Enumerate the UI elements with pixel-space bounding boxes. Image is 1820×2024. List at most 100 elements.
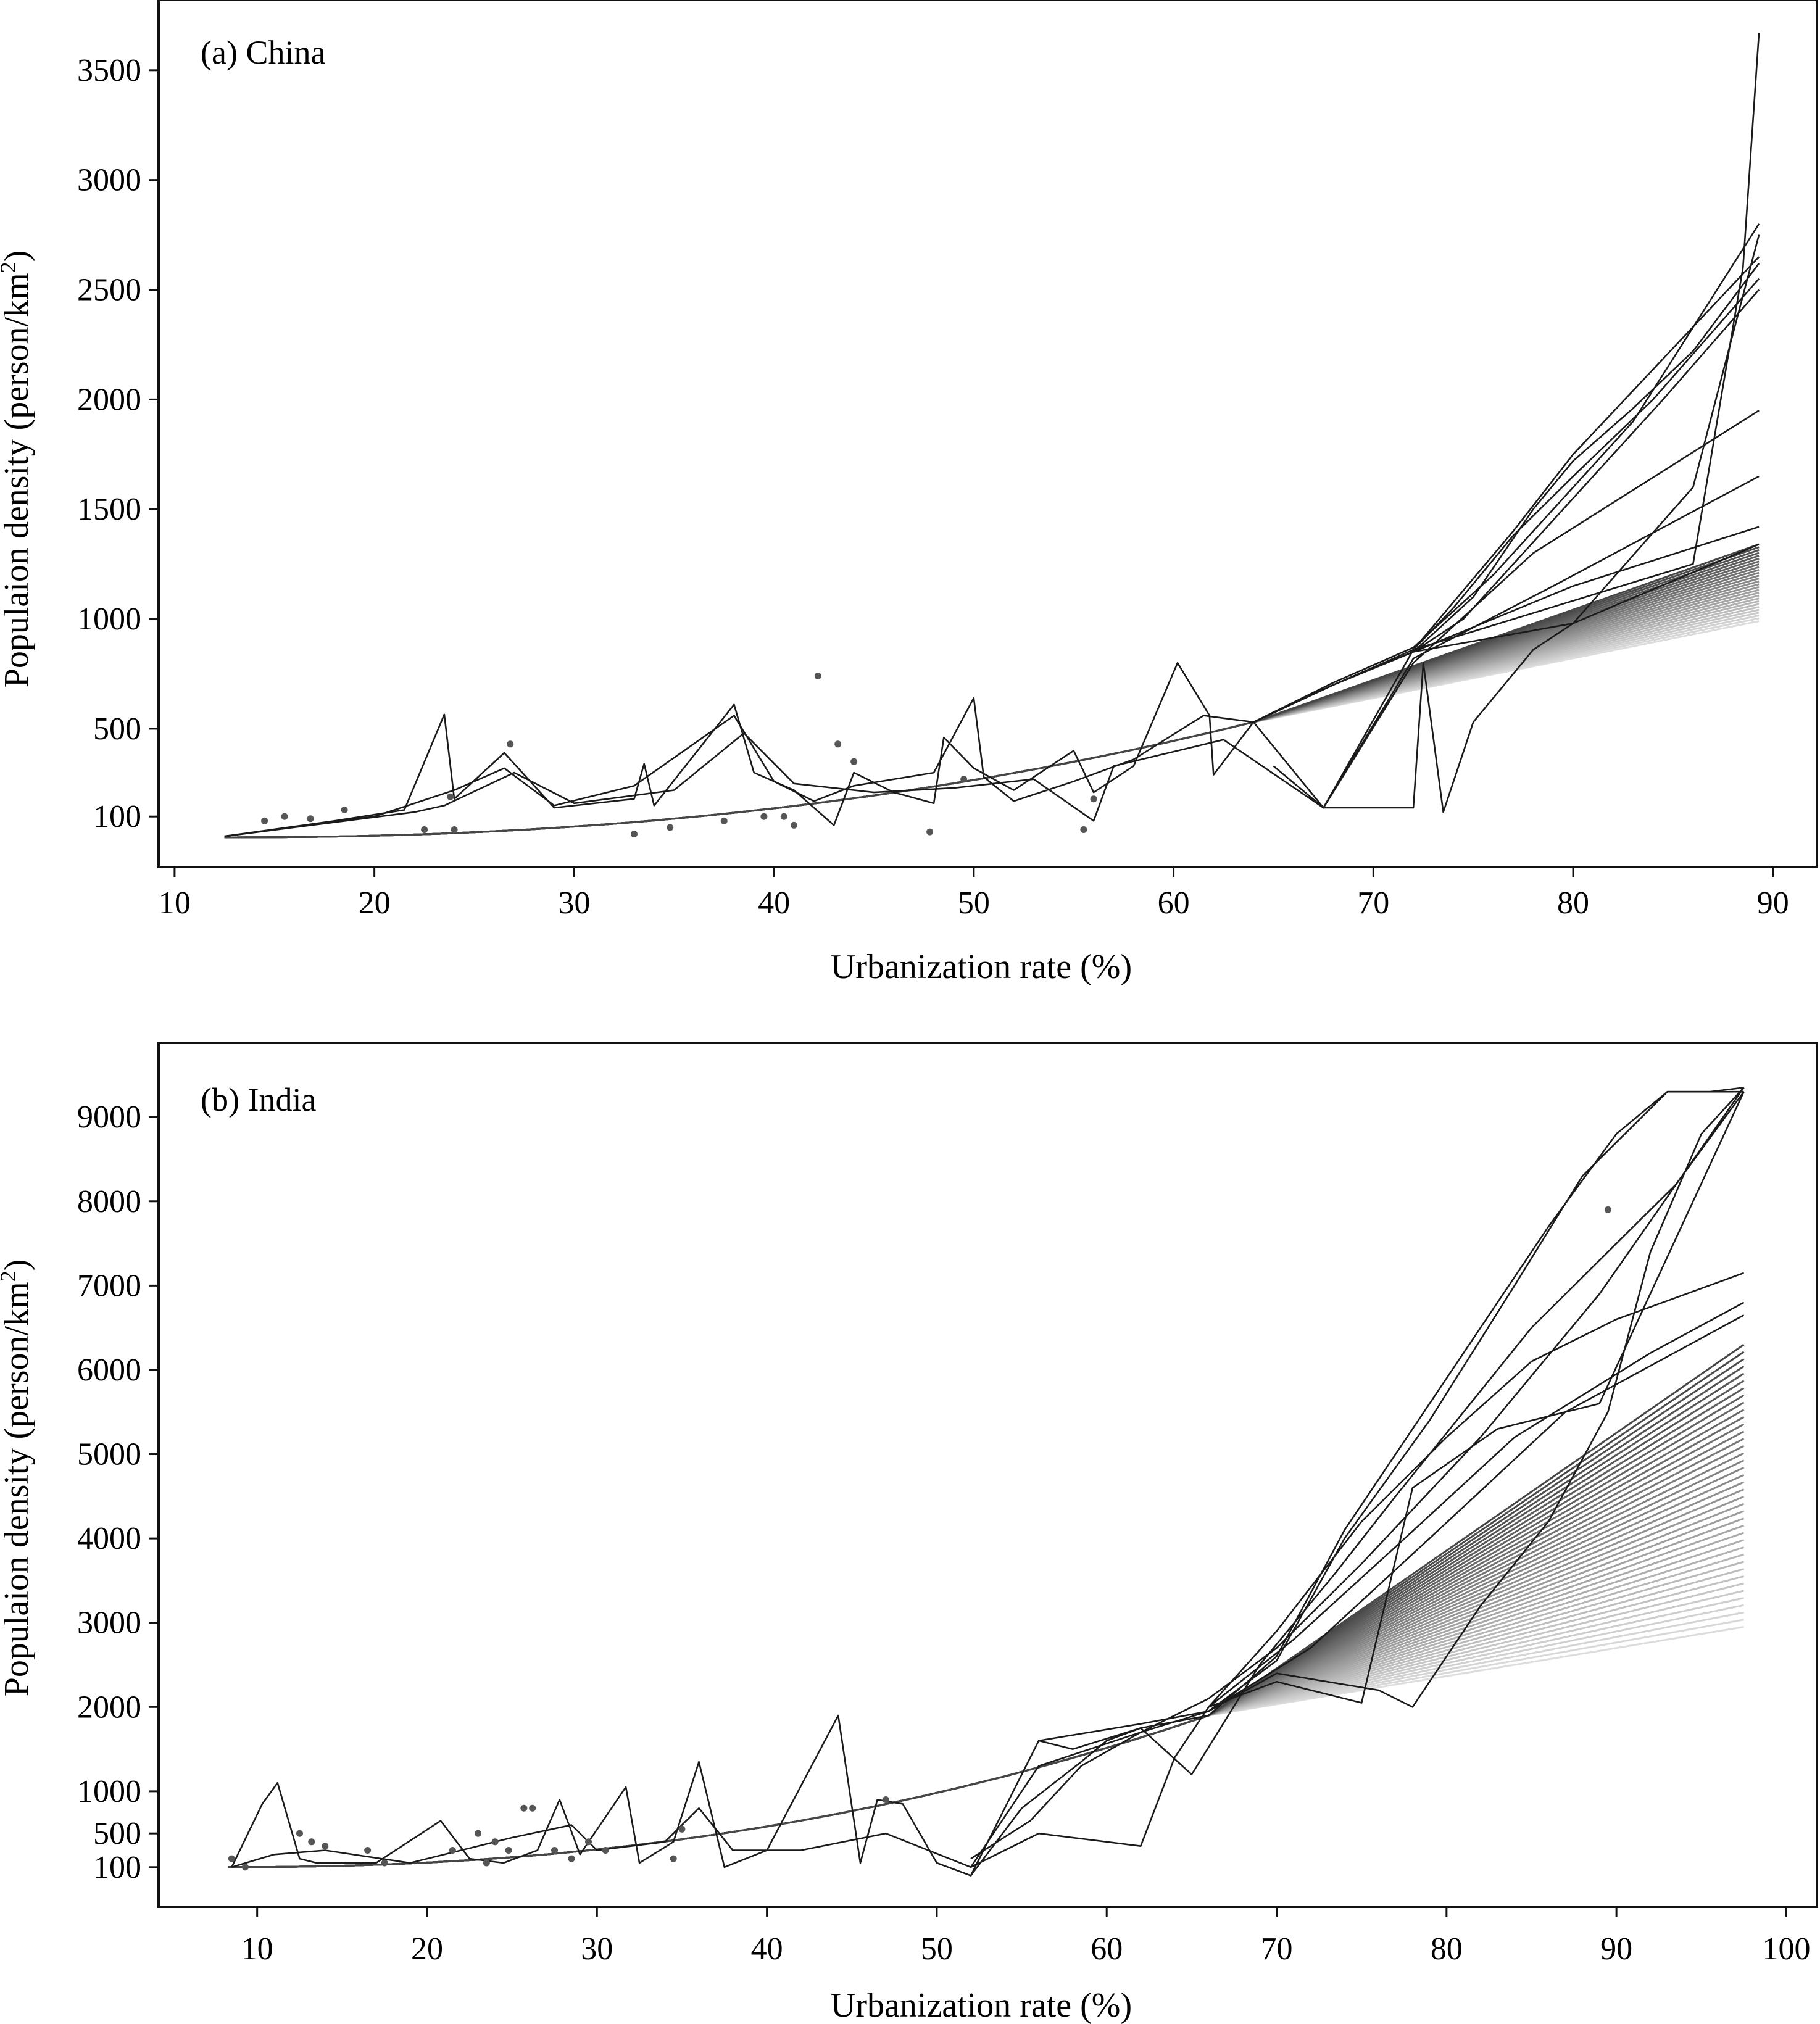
data-point <box>551 1847 558 1854</box>
fan-line <box>228 1474 1745 1868</box>
china-x-axis-title: Urbanization rate (%) <box>831 948 1132 986</box>
data-point <box>307 815 314 823</box>
india-plot-frame <box>157 1042 1818 1908</box>
data-point <box>960 776 968 783</box>
fan-line <box>228 1532 1745 1868</box>
y-tick-label: 500 <box>93 1816 141 1851</box>
series-line <box>1273 410 1760 809</box>
data-point <box>1090 795 1097 803</box>
x-tick-label: 20 <box>411 1931 443 1967</box>
data-point <box>850 758 858 765</box>
y-tick-label: 500 <box>93 711 141 747</box>
x-tick-label: 60 <box>1091 1931 1123 1967</box>
data-point <box>364 1847 372 1854</box>
data-point <box>322 1843 329 1850</box>
data-point <box>475 1830 482 1837</box>
y-tick-label: 3000 <box>77 1606 141 1641</box>
india-scatter-points <box>228 1206 1611 1871</box>
x-tick-label: 70 <box>1261 1931 1293 1967</box>
y-tick-label: 4000 <box>77 1521 141 1556</box>
data-point <box>421 826 428 833</box>
data-point <box>449 1847 456 1854</box>
x-tick-label: 30 <box>581 1931 613 1967</box>
india-panel: 10 20 30 40 50 60 70 80 90 100 100500100020003000… <box>0 1042 1818 2024</box>
series-line <box>224 543 1760 837</box>
fan-line <box>228 1611 1744 1868</box>
series-line <box>1038 1087 1745 1742</box>
data-point <box>678 1825 686 1833</box>
india-y-axis-title: Populaion density (person/km2) <box>0 1259 36 1697</box>
data-point <box>505 1847 512 1854</box>
x-tick-label: 40 <box>758 886 790 921</box>
china-series-lines <box>224 33 1760 837</box>
china-scatter-points <box>261 673 1097 838</box>
fan-line <box>228 1517 1745 1868</box>
x-tick-label: 20 <box>359 886 391 921</box>
x-tick-label: 30 <box>558 886 590 921</box>
data-point <box>585 1838 592 1846</box>
data-point <box>308 1838 315 1846</box>
china-x-axis-ticks: 10 20 30 40 50 60 70 80 90 <box>159 867 1789 921</box>
india-panel-label: (b) India <box>201 1081 316 1118</box>
y-tick-label: 8000 <box>77 1184 141 1219</box>
fan-line <box>228 1365 1745 1868</box>
series-line <box>224 697 1254 837</box>
x-tick-label: 10 <box>159 886 191 921</box>
fan-line <box>228 1409 1745 1868</box>
fan-line <box>228 1582 1744 1868</box>
y-tick-label: 5000 <box>77 1437 141 1472</box>
fan-line <box>228 1380 1745 1868</box>
data-point <box>1080 826 1087 833</box>
x-tick-label: 100 <box>1762 1931 1810 1967</box>
fan-line <box>228 1561 1745 1868</box>
y-tick-label: 1000 <box>77 602 141 637</box>
data-point <box>451 826 458 833</box>
fan-line <box>224 549 1760 839</box>
fan-line <box>228 1430 1745 1868</box>
y-tick-label: 1500 <box>77 492 141 527</box>
series-line <box>231 1090 1744 1868</box>
china-plot-frame <box>157 0 1818 868</box>
india-series-lines <box>231 1087 1745 1877</box>
data-point <box>670 1855 677 1862</box>
x-tick-label: 90 <box>1600 1931 1632 1967</box>
india-x-axis-title: Urbanization rate (%) <box>831 1986 1132 2024</box>
india-fan-lines <box>228 1343 1745 1868</box>
fan-line <box>228 1416 1745 1868</box>
data-point <box>1604 1206 1611 1213</box>
fan-line <box>228 1626 1744 1868</box>
fan-line <box>224 546 1760 839</box>
x-tick-label: 10 <box>241 1931 273 1967</box>
series-line <box>1253 223 1760 723</box>
china-panel: 10 20 30 40 50 60 70 80 90 100 500 1000 1500 2000 250… <box>0 0 1818 986</box>
fan-line <box>228 1575 1744 1868</box>
fan-line <box>224 543 1760 839</box>
china-y-axis-title: Populaion density (person/km2) <box>0 251 36 688</box>
data-point <box>447 793 454 800</box>
data-point <box>882 1796 889 1803</box>
series-line <box>231 1087 1744 1877</box>
data-point <box>791 821 797 829</box>
y-tick-label: 1000 <box>77 1774 141 1809</box>
x-tick-label: 90 <box>1757 886 1789 921</box>
series-line <box>1253 256 1760 809</box>
x-tick-label: 80 <box>1431 1931 1463 1967</box>
fan-line <box>224 552 1760 839</box>
data-point <box>241 1864 249 1871</box>
x-tick-label: 70 <box>1357 886 1389 921</box>
fan-line <box>228 1488 1745 1868</box>
data-point <box>780 813 787 820</box>
data-point <box>926 828 934 836</box>
data-point <box>228 1855 235 1862</box>
china-y-axis-ticks: 100 500 1000 1500 2000 2500 3000 3500 <box>77 53 159 834</box>
data-point <box>507 740 514 748</box>
data-point <box>281 813 288 820</box>
x-tick-label: 80 <box>1557 886 1589 921</box>
data-point <box>568 1855 575 1862</box>
india-x-axis-ticks: 10 20 30 40 50 60 70 80 90 100 <box>241 1907 1810 1967</box>
data-point <box>341 807 348 813</box>
china-fan-lines <box>224 543 1760 839</box>
data-point <box>296 1830 303 1837</box>
